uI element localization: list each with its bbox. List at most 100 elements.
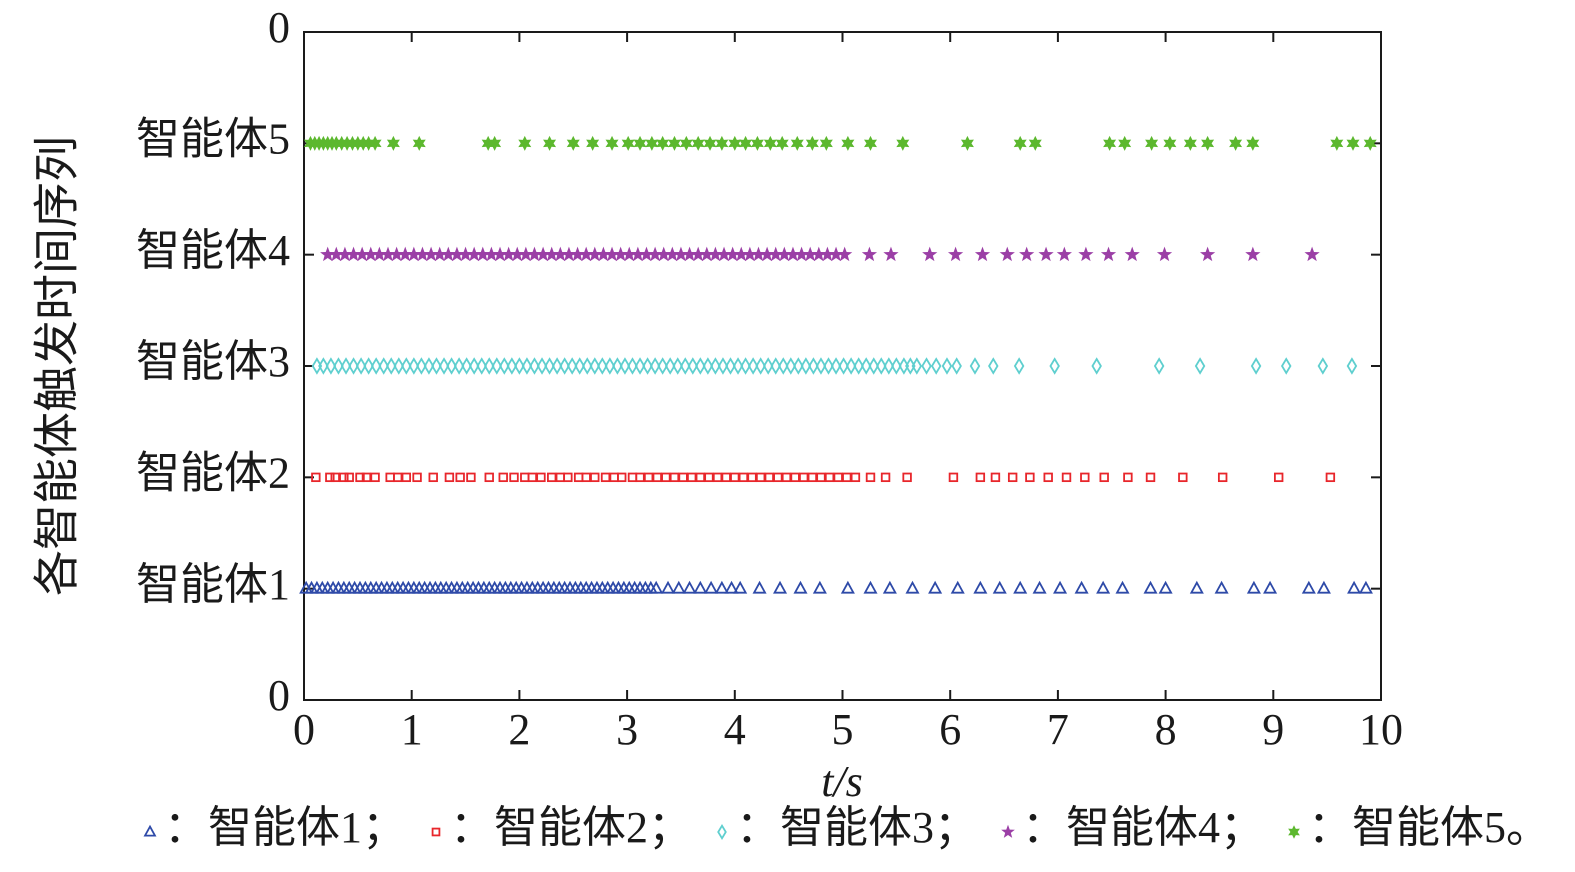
point bbox=[732, 357, 744, 375]
point bbox=[330, 472, 340, 483]
point bbox=[764, 472, 774, 483]
point bbox=[340, 135, 354, 151]
point bbox=[520, 472, 530, 483]
point bbox=[1080, 472, 1090, 483]
point bbox=[860, 357, 872, 375]
x-tick-label: 10 bbox=[1359, 705, 1403, 754]
point bbox=[559, 357, 570, 375]
point bbox=[707, 246, 724, 262]
point bbox=[521, 357, 533, 375]
point bbox=[337, 246, 353, 262]
point bbox=[661, 580, 676, 594]
point bbox=[518, 246, 534, 262]
point bbox=[320, 246, 336, 262]
point bbox=[992, 580, 1007, 594]
point bbox=[1199, 246, 1216, 262]
point bbox=[536, 472, 546, 483]
point bbox=[1145, 472, 1156, 483]
legend-label: ：智能体3； bbox=[736, 803, 978, 852]
point bbox=[449, 246, 465, 262]
point bbox=[595, 246, 612, 262]
point bbox=[325, 357, 337, 375]
point bbox=[1317, 357, 1329, 375]
point bbox=[805, 135, 819, 151]
point bbox=[781, 472, 792, 483]
point bbox=[362, 135, 376, 151]
point bbox=[902, 472, 912, 483]
point bbox=[303, 135, 317, 151]
x-tick-label: 5 bbox=[832, 705, 854, 754]
point bbox=[613, 246, 629, 262]
point bbox=[325, 135, 339, 151]
point bbox=[673, 246, 689, 262]
point bbox=[975, 472, 986, 483]
y-tick-label: 智能体4 bbox=[136, 226, 290, 275]
point bbox=[1201, 135, 1215, 151]
point bbox=[401, 357, 412, 375]
point bbox=[621, 246, 637, 262]
point bbox=[865, 472, 876, 483]
point bbox=[833, 472, 843, 483]
point bbox=[717, 357, 729, 375]
legend-label: ：智能体4； bbox=[1022, 803, 1264, 852]
point bbox=[555, 472, 566, 483]
point bbox=[333, 357, 344, 375]
point bbox=[552, 246, 568, 262]
point bbox=[1301, 580, 1316, 594]
series bbox=[311, 472, 1336, 483]
point bbox=[715, 135, 729, 151]
point bbox=[370, 357, 382, 375]
point bbox=[328, 246, 344, 262]
point bbox=[1316, 580, 1331, 594]
point bbox=[752, 580, 767, 594]
point bbox=[755, 357, 766, 375]
point bbox=[627, 472, 638, 483]
point bbox=[514, 357, 525, 375]
x-tick-label: 0 bbox=[293, 705, 315, 754]
point bbox=[793, 246, 810, 262]
point bbox=[590, 472, 600, 483]
point bbox=[768, 246, 784, 262]
legend-label: ：智能体2； bbox=[450, 803, 692, 852]
point bbox=[695, 357, 706, 375]
point bbox=[1013, 580, 1028, 594]
point bbox=[819, 246, 836, 262]
point bbox=[649, 357, 661, 375]
point bbox=[582, 357, 593, 375]
point bbox=[905, 580, 920, 594]
point bbox=[581, 472, 591, 483]
point bbox=[1178, 472, 1188, 483]
y-tick-label: 智能体1 bbox=[136, 560, 290, 609]
point bbox=[1032, 580, 1047, 594]
point bbox=[1214, 580, 1229, 594]
point bbox=[738, 472, 749, 483]
point bbox=[392, 472, 403, 483]
point bbox=[785, 246, 801, 262]
point bbox=[830, 357, 842, 375]
point bbox=[468, 357, 480, 375]
point bbox=[657, 357, 668, 375]
point bbox=[1273, 472, 1284, 483]
point bbox=[1358, 580, 1373, 594]
y-tick-label: 智能体5 bbox=[136, 114, 290, 163]
point bbox=[600, 472, 611, 483]
plot-frame bbox=[303, 31, 1382, 701]
point bbox=[733, 580, 748, 594]
point bbox=[566, 135, 580, 151]
point bbox=[661, 472, 671, 483]
point bbox=[587, 246, 603, 262]
point bbox=[444, 472, 455, 483]
point bbox=[535, 246, 551, 262]
point bbox=[778, 357, 789, 375]
point bbox=[716, 246, 732, 262]
point bbox=[635, 472, 645, 483]
point bbox=[883, 246, 899, 262]
point bbox=[361, 472, 372, 483]
point bbox=[1217, 472, 1228, 483]
x-axis-title: t/s bbox=[821, 757, 863, 806]
point bbox=[1346, 135, 1360, 151]
point bbox=[656, 246, 672, 262]
point bbox=[423, 246, 439, 262]
point bbox=[896, 135, 910, 151]
point bbox=[475, 246, 491, 262]
